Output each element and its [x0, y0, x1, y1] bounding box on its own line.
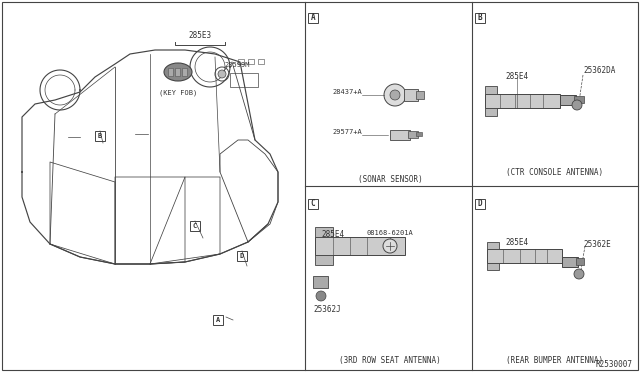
- Bar: [308, 13, 318, 23]
- Text: 08168-6201A: 08168-6201A: [367, 230, 413, 236]
- Bar: [258, 59, 264, 64]
- Bar: [485, 108, 497, 116]
- Text: 25362J: 25362J: [313, 305, 340, 314]
- Bar: [416, 91, 424, 99]
- Bar: [404, 89, 418, 101]
- Circle shape: [384, 84, 406, 106]
- Text: 28437+A: 28437+A: [332, 89, 362, 95]
- Bar: [416, 132, 422, 136]
- Text: 25362E: 25362E: [583, 240, 611, 249]
- Bar: [190, 221, 200, 231]
- Bar: [485, 86, 497, 94]
- Bar: [485, 94, 560, 108]
- Bar: [95, 131, 105, 141]
- Bar: [574, 96, 584, 103]
- Text: C: C: [310, 199, 316, 208]
- Circle shape: [574, 269, 584, 279]
- Bar: [248, 59, 254, 64]
- Text: D: D: [240, 253, 244, 259]
- Circle shape: [316, 291, 326, 301]
- Bar: [475, 199, 485, 209]
- Bar: [562, 257, 578, 267]
- Text: 29577+A: 29577+A: [332, 129, 362, 135]
- Text: B: B: [477, 13, 483, 22]
- Circle shape: [390, 90, 400, 100]
- Bar: [168, 68, 173, 76]
- Text: 285E4: 285E4: [506, 72, 529, 81]
- Text: 285E4: 285E4: [321, 230, 344, 239]
- Bar: [390, 130, 410, 140]
- Bar: [487, 263, 499, 270]
- Bar: [213, 315, 223, 325]
- Bar: [182, 68, 187, 76]
- Bar: [475, 13, 485, 23]
- Bar: [313, 276, 328, 288]
- Circle shape: [218, 70, 226, 78]
- Bar: [315, 227, 333, 237]
- Bar: [487, 242, 499, 249]
- Bar: [408, 131, 418, 138]
- Text: 28599M: 28599M: [224, 62, 250, 68]
- Bar: [576, 258, 584, 265]
- Text: B: B: [98, 133, 102, 139]
- Text: (3RD ROW SEAT ANTENNA): (3RD ROW SEAT ANTENNA): [339, 356, 441, 365]
- Bar: [230, 73, 258, 87]
- Circle shape: [572, 100, 582, 110]
- Circle shape: [383, 239, 397, 253]
- Text: D: D: [477, 199, 483, 208]
- Text: 285E3: 285E3: [188, 31, 212, 40]
- Text: 285E4: 285E4: [506, 238, 529, 247]
- Text: (CTR CONSOLE ANTENNA): (CTR CONSOLE ANTENNA): [506, 168, 604, 177]
- Text: 25362DA: 25362DA: [583, 66, 616, 75]
- Bar: [315, 237, 405, 255]
- Text: (REAR BUMPER ANTENNA): (REAR BUMPER ANTENNA): [506, 356, 604, 365]
- Text: (KEY FOB): (KEY FOB): [159, 90, 197, 96]
- Bar: [237, 251, 247, 261]
- Bar: [315, 255, 333, 265]
- Bar: [487, 249, 562, 263]
- Text: A: A: [216, 317, 220, 323]
- Bar: [175, 68, 180, 76]
- Bar: [560, 95, 576, 105]
- Text: (SONAR SENSOR): (SONAR SENSOR): [358, 175, 422, 184]
- Text: R2530007: R2530007: [595, 360, 632, 369]
- Bar: [308, 199, 318, 209]
- Bar: [238, 59, 244, 64]
- Ellipse shape: [164, 63, 192, 81]
- Text: C: C: [193, 223, 197, 229]
- Text: A: A: [310, 13, 316, 22]
